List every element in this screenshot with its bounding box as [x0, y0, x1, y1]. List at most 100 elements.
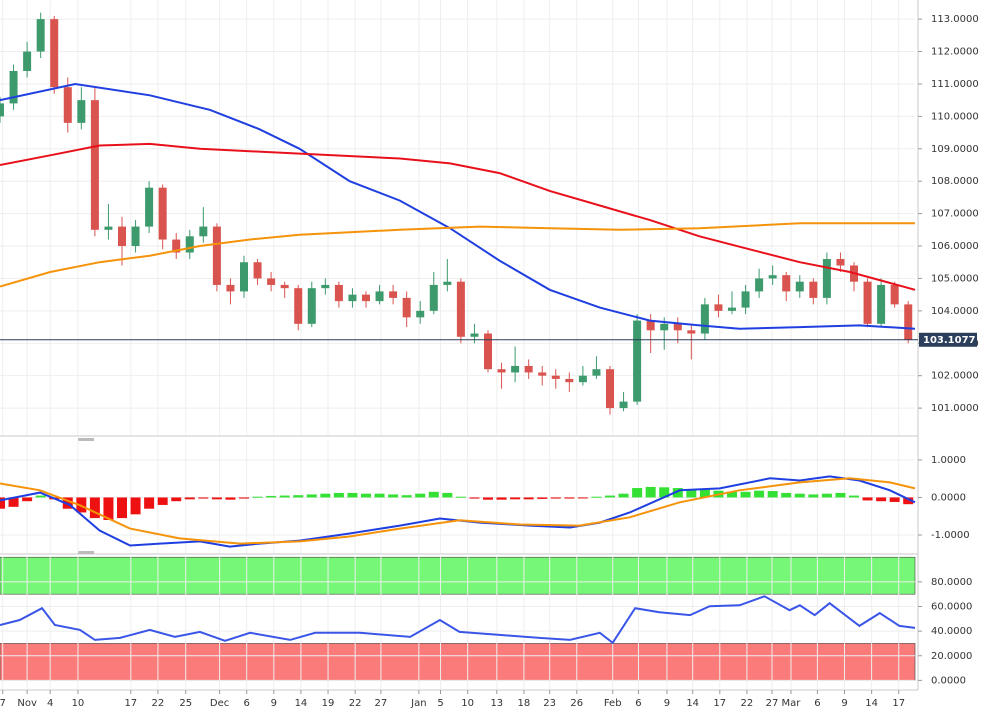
histogram-bar	[876, 497, 887, 502]
candle-body	[470, 333, 479, 337]
candle-body	[158, 187, 167, 240]
y-tick-label: 110.0000	[931, 111, 979, 122]
histogram-bar	[388, 494, 399, 498]
y-tick-label: 20.0000	[931, 651, 972, 662]
candle-body	[90, 100, 99, 230]
x-tick-label: Feb	[604, 698, 622, 709]
pane-handle[interactable]	[78, 438, 94, 441]
x-tick-label: 6	[244, 698, 250, 709]
histogram-bar	[794, 493, 805, 498]
candle-body	[172, 239, 181, 253]
histogram-bar	[211, 497, 222, 500]
histogram-bar	[347, 492, 358, 498]
x-tick-label: 7	[0, 698, 6, 709]
histogram-bar	[672, 488, 683, 498]
y-tick-label: 0.0000	[931, 675, 966, 686]
histogram-bar	[496, 497, 507, 500]
y-tick-label: -1.0000	[931, 530, 970, 541]
x-tick-label: 18	[518, 698, 531, 709]
histogram-bar	[279, 495, 290, 498]
y-tick-label: 106.0000	[931, 241, 979, 252]
histogram-bar	[22, 497, 33, 502]
histogram-bar	[239, 497, 249, 499]
x-tick-label: 9	[271, 698, 277, 709]
candle-body	[714, 304, 723, 311]
candle-body	[741, 291, 750, 308]
histogram-bar	[767, 491, 778, 498]
histogram-bar	[469, 497, 480, 499]
histogram-bar	[374, 493, 385, 498]
candle-body	[240, 262, 248, 292]
x-tick-label: 25	[179, 698, 192, 709]
candle-body	[511, 365, 520, 373]
histogram-bar	[428, 491, 439, 498]
y-tick-label: 101.0000	[931, 403, 979, 414]
last-price-box	[919, 332, 977, 347]
histogram-bar	[442, 492, 453, 498]
histogram-bar	[550, 497, 561, 499]
histogram-bar	[103, 497, 114, 520]
histogram-bar	[266, 495, 277, 498]
histogram-bar	[618, 493, 629, 498]
x-tick-label: 9	[841, 698, 847, 709]
histogram-bar	[401, 495, 412, 498]
candle-body	[755, 278, 764, 292]
candle-body	[863, 281, 872, 324]
candle-body	[497, 369, 506, 373]
x-tick-label: 17	[892, 698, 905, 709]
candle-body	[23, 51, 32, 71]
histogram-bar	[808, 494, 819, 498]
y-tick-label: 80.0000	[931, 577, 972, 588]
histogram-bar	[361, 493, 371, 498]
candle-body	[118, 226, 126, 247]
candle-body	[63, 87, 72, 123]
y-tick-label: 108.0000	[931, 176, 979, 187]
histogram-bar	[117, 497, 127, 519]
histogram-bar	[320, 493, 331, 498]
histogram-bar	[889, 497, 900, 502]
candle-body	[253, 262, 262, 279]
candle-body	[389, 291, 398, 298]
histogram-bar	[537, 497, 548, 499]
histogram-bar	[225, 497, 236, 500]
candle-body	[524, 365, 533, 373]
pane: 1.0000 0.0000 -1.0000	[0, 440, 970, 553]
x-tick-label: 27	[375, 698, 388, 709]
histogram-bar	[144, 497, 155, 509]
y-tick-label: 0.0000	[931, 492, 966, 503]
candle-body	[484, 333, 492, 370]
candle-body	[782, 275, 791, 292]
x-tick-label: 13	[490, 698, 503, 709]
histogram-bar	[645, 486, 656, 498]
candle-body	[212, 226, 221, 285]
histogram-bar	[849, 495, 859, 498]
histogram-bar	[333, 492, 344, 498]
y-tick-label: 40.0000	[931, 626, 972, 637]
y-tick-label: 113.0000	[931, 14, 979, 25]
x-tick-label: Nov	[17, 698, 37, 709]
histogram-bar	[686, 489, 697, 498]
x-tick-label: 4	[47, 698, 53, 709]
candle-body	[348, 294, 357, 302]
x-tick-label: 5	[437, 698, 443, 709]
histogram-bar	[821, 493, 832, 498]
histogram-bar	[591, 496, 602, 498]
rsi-band	[0, 556, 916, 595]
candle-body	[822, 258, 831, 298]
candle-body	[565, 378, 574, 383]
last-price-label: 103.1077	[923, 335, 976, 346]
y-tick-label: 102.0000	[931, 371, 979, 382]
histogram-bar	[171, 497, 182, 502]
candle-body	[321, 284, 330, 289]
histogram-bar	[632, 488, 643, 498]
x-tick-label: Dec	[210, 698, 229, 709]
candle-body	[700, 304, 709, 334]
histogram-bar	[157, 497, 168, 505]
candle-body	[660, 323, 669, 331]
histogram-bar	[659, 487, 670, 498]
histogram-bar	[727, 491, 737, 498]
histogram-bar	[455, 496, 466, 498]
pane-handle[interactable]	[78, 551, 94, 554]
candle-body	[606, 369, 614, 409]
x-tick-label: 22	[741, 698, 754, 709]
